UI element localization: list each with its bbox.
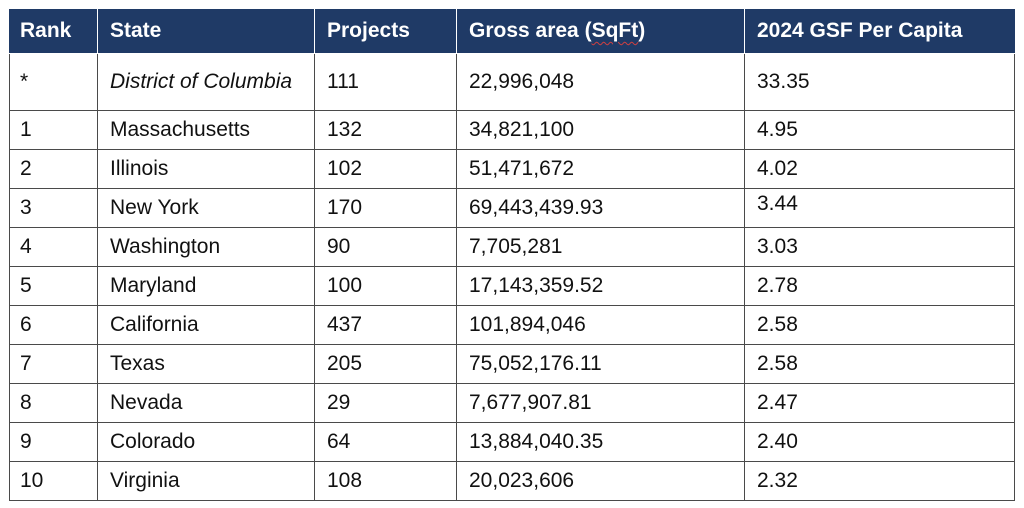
table-body: * District of Columbia 111 22,996,048 33… xyxy=(9,52,1015,501)
cell-rank: 8 xyxy=(9,382,98,423)
table-row: 7 Texas 205 75,052,176.11 2.58 xyxy=(9,343,1015,384)
state-ranking-table: Rank State Projects Gross area (SqFt) 20… xyxy=(9,9,1015,501)
cell-gsf-per-capita: 33.35 xyxy=(744,52,1015,111)
cell-gsf-per-capita: 2.78 xyxy=(744,265,1015,306)
cell-rank: * xyxy=(9,52,98,111)
cell-rank: 2 xyxy=(9,148,98,189)
cell-state: Nevada xyxy=(97,382,315,423)
cell-gsf-per-capita: 2.40 xyxy=(744,421,1015,462)
table-row: * District of Columbia 111 22,996,048 33… xyxy=(9,52,1015,111)
cell-rank: 9 xyxy=(9,421,98,462)
cell-state: California xyxy=(97,304,315,345)
table-row: 4 Washington 90 7,705,281 3.03 xyxy=(9,226,1015,267)
cell-gsf-per-capita: 4.02 xyxy=(744,148,1015,189)
cell-state: New York xyxy=(97,187,315,228)
cell-projects: 90 xyxy=(314,226,457,267)
cell-rank: 7 xyxy=(9,343,98,384)
cell-gross-area: 51,471,672 xyxy=(456,148,745,189)
cell-projects: 108 xyxy=(314,460,457,501)
cell-state: District of Columbia xyxy=(97,52,315,111)
cell-projects: 100 xyxy=(314,265,457,306)
table-header: Rank State Projects Gross area (SqFt) 20… xyxy=(9,9,1015,54)
table-row: 3 New York 170 69,443,439.93 3.44 xyxy=(9,187,1015,228)
cell-state: Colorado xyxy=(97,421,315,462)
cell-gross-area: 34,821,100 xyxy=(456,109,745,150)
cell-gross-area: 22,996,048 xyxy=(456,52,745,111)
cell-rank: 6 xyxy=(9,304,98,345)
cell-projects: 437 xyxy=(314,304,457,345)
cell-projects: 170 xyxy=(314,187,457,228)
cell-projects: 111 xyxy=(314,52,457,111)
cell-projects: 29 xyxy=(314,382,457,423)
table-row: 6 California 437 101,894,046 2.58 xyxy=(9,304,1015,345)
cell-state: Texas xyxy=(97,343,315,384)
cell-projects: 102 xyxy=(314,148,457,189)
cell-gross-area: 7,677,907.81 xyxy=(456,382,745,423)
cell-projects: 205 xyxy=(314,343,457,384)
table-row: 5 Maryland 100 17,143,359.52 2.78 xyxy=(9,265,1015,306)
header-gross-area-suffix: ) xyxy=(638,18,646,42)
cell-state: Massachusetts xyxy=(97,109,315,150)
cell-gsf-per-capita: 2.58 xyxy=(744,343,1015,384)
cell-gsf-per-capita: 3.03 xyxy=(744,226,1015,267)
cell-gsf-per-capita: 4.95 xyxy=(744,109,1015,150)
header-gsf-per-capita: 2024 GSF Per Capita xyxy=(744,9,1015,54)
cell-gross-area: 101,894,046 xyxy=(456,304,745,345)
cell-rank: 3 xyxy=(9,187,98,228)
cell-gsf-per-capita: 2.47 xyxy=(744,382,1015,423)
cell-gross-area: 13,884,040.35 xyxy=(456,421,745,462)
cell-state: Maryland xyxy=(97,265,315,306)
cell-rank: 5 xyxy=(9,265,98,306)
cell-projects: 132 xyxy=(314,109,457,150)
header-row: Rank State Projects Gross area (SqFt) 20… xyxy=(9,9,1015,54)
table-row: 10 Virginia 108 20,023,606 2.32 xyxy=(9,460,1015,501)
cell-gross-area: 7,705,281 xyxy=(456,226,745,267)
cell-projects: 64 xyxy=(314,421,457,462)
table-row: 9 Colorado 64 13,884,040.35 2.40 xyxy=(9,421,1015,462)
cell-gsf-per-capita: 2.32 xyxy=(744,460,1015,501)
header-rank: Rank xyxy=(9,9,98,54)
cell-state: Washington xyxy=(97,226,315,267)
header-projects: Projects xyxy=(314,9,457,54)
cell-state: Virginia xyxy=(97,460,315,501)
header-gross-area: Gross area (SqFt) xyxy=(456,9,745,54)
cell-gsf-per-capita: 2.58 xyxy=(744,304,1015,345)
header-gross-area-unit: SqFt xyxy=(591,18,639,42)
cell-gross-area: 75,052,176.11 xyxy=(456,343,745,384)
header-state: State xyxy=(97,9,315,54)
header-gross-area-prefix: Gross area ( xyxy=(469,18,592,42)
table-row: 1 Massachusetts 132 34,821,100 4.95 xyxy=(9,109,1015,150)
table-row: 8 Nevada 29 7,677,907.81 2.47 xyxy=(9,382,1015,423)
cell-gross-area: 17,143,359.52 xyxy=(456,265,745,306)
cell-gross-area: 20,023,606 xyxy=(456,460,745,501)
cell-rank: 1 xyxy=(9,109,98,150)
cell-gsf-per-capita: 3.44 xyxy=(744,187,1015,228)
cell-state: Illinois xyxy=(97,148,315,189)
cell-rank: 4 xyxy=(9,226,98,267)
table-row: 2 Illinois 102 51,471,672 4.02 xyxy=(9,148,1015,189)
cell-rank: 10 xyxy=(9,460,98,501)
cell-gross-area: 69,443,439.93 xyxy=(456,187,745,228)
